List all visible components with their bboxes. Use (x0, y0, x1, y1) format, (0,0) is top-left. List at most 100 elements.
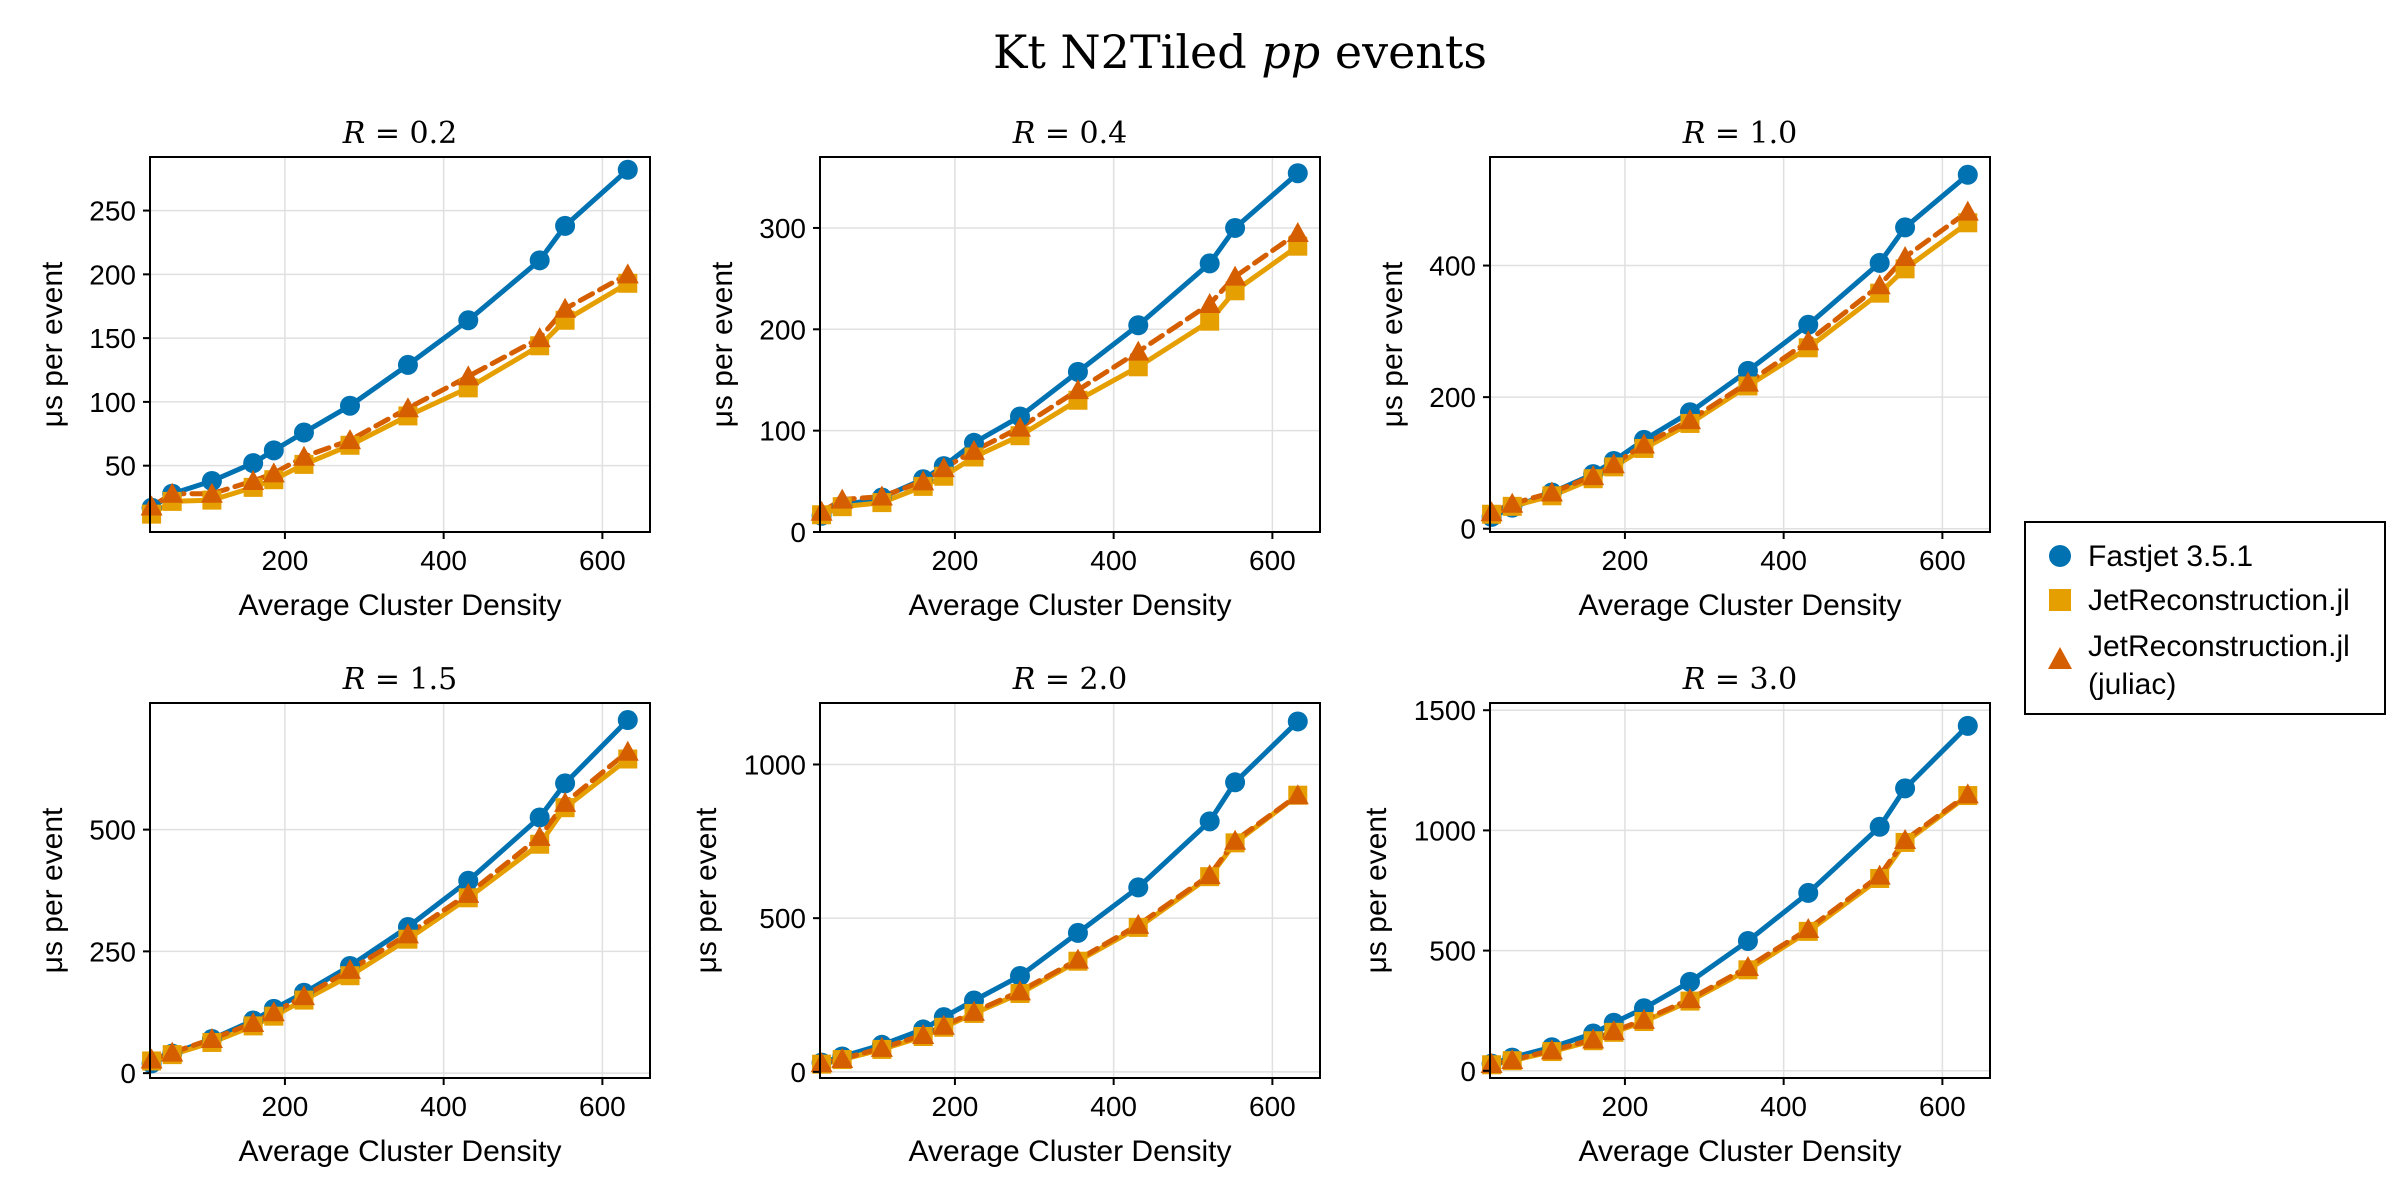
subplot-1: R = 0.2 200 400 600 50 100 150 200 250 Average Cl… (36, 116, 651, 622)
data-point-fastjet (1010, 965, 1030, 986)
data-point-juliac (1602, 1020, 1625, 1041)
data-point-juliac (1736, 371, 1759, 392)
data-point-fastjet (458, 870, 479, 891)
data-point-jetreconstruction (1200, 311, 1220, 331)
plot-frame (149, 156, 651, 533)
data-point-fastjet (397, 354, 418, 375)
x-tick-label: 200 (932, 545, 979, 576)
y-tick-label: 0 (1460, 514, 1476, 545)
subplot-5: R = 2.0 200 400 600 0 500 1000 Average Cluster … (690, 662, 1321, 1168)
data-point-juliac (554, 791, 577, 812)
data-point-fastjet (1067, 361, 1088, 382)
x-tick-label: 600 (1249, 1091, 1296, 1122)
x-axis-label: Average Cluster Density (909, 1135, 1232, 1168)
subplot-title: R = 1.0 (1682, 116, 1798, 151)
subplot-2: R = 0.4 200 400 600 0 100 200 300 Average Cluste… (706, 116, 1321, 622)
data-point-fastjet (263, 440, 284, 461)
x-tick-label: 200 (1602, 545, 1649, 576)
legend-label-fastjet: Fastjet 3.5.1 (2088, 540, 2253, 573)
data-point-fastjet (1869, 252, 1890, 273)
data-point-fastjet (1798, 882, 1819, 903)
data-point-juliac (962, 439, 985, 460)
plot-frame (819, 702, 1321, 1079)
data-point-fastjet (1225, 772, 1246, 793)
data-point-jetreconstruction (1128, 357, 1148, 377)
y-tick-label: 0 (790, 517, 806, 548)
y-tick-label: 100 (759, 416, 806, 447)
data-point-juliac (1797, 330, 1820, 351)
data-point-fastjet (458, 310, 479, 331)
data-point-juliac (1632, 433, 1655, 454)
subplot-grid: R = 0.2 200 400 600 50 100 150 200 250 Average Cl… (36, 116, 1991, 1168)
data-point-juliac (339, 958, 361, 979)
data-point-fastjet (243, 453, 264, 474)
data-point-juliac (1894, 246, 1917, 266)
data-point-juliac (1956, 783, 1979, 804)
data-point-juliac (831, 1047, 854, 1068)
series-line-fastjet (1489, 723, 1971, 1067)
data-point-juliac (1224, 829, 1247, 850)
y-tick-label: 300 (759, 213, 806, 244)
data-point-juliac (1540, 481, 1563, 502)
y-tick-label: 250 (89, 196, 136, 227)
y-axis-label: μs per event (690, 807, 723, 973)
data-point-juliac (810, 1052, 833, 1073)
legend-marker-jetreconstruction (2049, 589, 2071, 611)
data-point-juliac (912, 470, 935, 491)
x-tick-label: 400 (1090, 1091, 1137, 1122)
x-tick-label: 600 (1919, 1091, 1966, 1122)
data-point-fastjet (555, 215, 576, 236)
data-point-juliac (1501, 1048, 1524, 1069)
data-point-fastjet (1128, 315, 1149, 336)
data-point-juliac (140, 1048, 163, 1069)
data-point-fastjet (617, 710, 638, 731)
data-point-fastjet (1869, 816, 1890, 837)
data-point-juliac (1286, 222, 1309, 243)
data-point-juliac (1679, 409, 1701, 430)
y-tick-label: 150 (89, 323, 136, 354)
series-line-juliac (819, 230, 1301, 515)
legend-label-juliac-line2: (juliac) (2088, 668, 2176, 701)
data-point-juliac (262, 1001, 285, 1022)
data-point-juliac (1868, 864, 1891, 885)
data-point-fastjet (1895, 778, 1916, 799)
subplot-title: R = 0.4 (1012, 116, 1128, 151)
data-point-fastjet (293, 422, 314, 443)
data-point-fastjet (340, 395, 360, 416)
data-point-juliac (912, 1023, 935, 1044)
legend-label-jetreconstruction: JetReconstruction.jl (2088, 584, 2350, 617)
series-line-juliac (1489, 209, 1971, 515)
x-tick-label: 400 (1090, 545, 1137, 576)
plot-frame (819, 156, 1321, 533)
y-tick-label: 500 (759, 903, 806, 934)
x-tick-label: 200 (262, 545, 309, 576)
data-point-juliac (1224, 265, 1247, 286)
y-axis-label: μs per event (1376, 261, 1409, 427)
data-point-juliac (200, 1028, 223, 1049)
data-point-fastjet (1287, 711, 1308, 732)
y-tick-label: 0 (120, 1058, 136, 1089)
y-tick-label: 500 (1429, 936, 1476, 967)
data-point-juliac (1632, 1008, 1655, 1029)
data-point-fastjet (1798, 314, 1819, 335)
data-point-juliac (396, 397, 419, 418)
data-point-juliac (1009, 416, 1031, 437)
data-point-juliac (1956, 200, 1979, 221)
data-point-fastjet (529, 807, 550, 828)
legend: Fastjet 3.5.1 JetReconstruction.jl JetRe… (2024, 521, 2386, 715)
data-point-juliac (932, 1014, 955, 1035)
y-axis-label: μs per event (706, 261, 739, 427)
data-point-fastjet (1010, 406, 1030, 427)
data-point-juliac (616, 263, 639, 284)
x-tick-label: 600 (1919, 545, 1966, 576)
data-point-juliac (457, 365, 480, 386)
data-point-juliac (1501, 492, 1524, 513)
data-point-juliac (870, 485, 893, 506)
y-tick-label: 200 (1429, 382, 1476, 413)
data-point-fastjet (617, 159, 638, 180)
legend-label-juliac: JetReconstruction.jl (2088, 630, 2350, 663)
data-point-juliac (339, 429, 361, 450)
data-point-juliac (831, 488, 854, 509)
data-point-juliac (161, 1041, 184, 1062)
